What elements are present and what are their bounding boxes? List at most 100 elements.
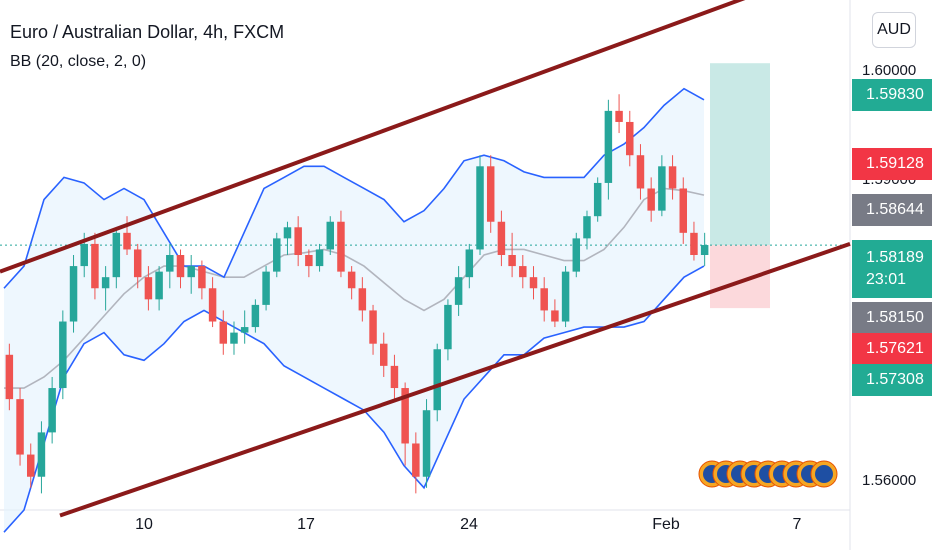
candle-body (80, 243, 88, 267)
target-zone (710, 63, 770, 246)
price-tick: 1.56000 (862, 472, 917, 489)
candle-body (454, 277, 463, 305)
bb-lower-line (3, 265, 705, 533)
candle-body (401, 388, 409, 444)
candle-body (422, 410, 431, 477)
candle-body (69, 266, 78, 322)
price-label-text: 1.57308 (866, 371, 924, 388)
candle-body (262, 271, 270, 305)
candle-body (615, 110, 623, 122)
price-label-upper-band: 1.58644 (852, 194, 932, 226)
candle-body (240, 327, 249, 333)
candle-body (347, 271, 356, 289)
bb-basis-line (4, 187, 705, 389)
candle-body (283, 227, 292, 239)
candle-body (166, 255, 174, 272)
date-tick: 17 (297, 516, 315, 533)
candle-body (208, 288, 217, 322)
candle-body (551, 310, 559, 322)
channel-upper-line (0, 0, 746, 274)
candle-body (48, 388, 56, 433)
candle-body (112, 232, 121, 278)
candle-body (465, 249, 474, 278)
candle-body (230, 332, 238, 344)
candle-body (412, 443, 420, 477)
candle-body (540, 288, 548, 311)
candle-body (5, 354, 14, 400)
symbol-title[interactable]: Euro / Australian Dollar, 4h, FXCM (10, 22, 285, 42)
candle-body (668, 166, 677, 189)
indicator-label[interactable]: BB (20, close, 2, 0) (10, 53, 147, 70)
candle-body (305, 255, 313, 267)
candle-body (369, 310, 377, 344)
price-label-text: 1.59830 (866, 86, 924, 103)
candle-body (16, 399, 24, 455)
price-label-text: 1.57621 (866, 340, 924, 357)
date-tick: Feb (652, 516, 680, 533)
candle-body (26, 454, 35, 477)
candle-body (476, 166, 484, 250)
price-tick: 1.60000 (862, 62, 917, 79)
candle-body (636, 155, 645, 189)
candle-body (123, 232, 131, 250)
candle-body (700, 245, 709, 255)
candle-body (626, 121, 634, 156)
candle-body (219, 321, 228, 344)
candle-body (198, 266, 206, 289)
candle-body (91, 243, 99, 289)
candle-body (497, 221, 506, 255)
candle-body (486, 166, 495, 222)
price-label-target: 1.59830 (852, 79, 932, 111)
candle-body (176, 255, 185, 278)
candle-body (647, 188, 655, 211)
candle-body (604, 110, 613, 183)
candle-body (379, 343, 388, 366)
candle-body (155, 271, 163, 300)
price-label-text: 1.58644 (866, 201, 924, 218)
candle-body (690, 232, 698, 255)
candle-body (561, 271, 570, 322)
candle-body (529, 277, 538, 289)
candle-body (358, 288, 367, 311)
currency-button[interactable]: AUD (872, 12, 916, 48)
candle-body (144, 277, 153, 300)
candle-body (59, 321, 67, 389)
price-label-lower-band: 1.57308 (852, 364, 932, 396)
candle-body (519, 266, 527, 278)
candle-body (593, 182, 602, 217)
channel-lower-line (59, 242, 851, 518)
candle-body (37, 432, 46, 477)
date-tick: 24 (460, 516, 478, 533)
price-label-text: 1.58189 (866, 249, 924, 266)
candle-body (433, 349, 441, 411)
candle-body (508, 255, 516, 267)
price-label-stop: 1.57621 (852, 333, 932, 365)
candle-body (390, 365, 399, 389)
candle-body (273, 238, 281, 272)
date-tick: 10 (135, 516, 153, 533)
candle-body (658, 166, 666, 211)
candle-body (187, 266, 195, 278)
coin-icon-inner (815, 465, 833, 483)
candle-body (251, 304, 260, 328)
price-label-text: 1.59128 (866, 155, 924, 172)
candle-body (101, 277, 110, 289)
price-label-basis: 1.58150 (852, 302, 932, 334)
price-label-current: 1.58189 23:01 (852, 240, 932, 298)
date-tick: 7 (792, 516, 802, 533)
price-countdown: 23:01 (866, 271, 907, 288)
candle-body (326, 221, 335, 250)
candle-body (679, 188, 688, 233)
candle-body (133, 249, 142, 278)
chart-header: Euro / Australian Dollar, 4h, FXCM BB (2… (10, 22, 284, 71)
price-label-upper-ref: 1.59128 (852, 148, 932, 180)
candle-body (294, 227, 302, 255)
candle-body (315, 249, 324, 267)
candle-body (572, 238, 581, 272)
bb-upper-line (3, 87, 705, 289)
bb-fill (4, 88, 704, 533)
price-label-text: 1.58150 (866, 309, 924, 326)
candle-body (444, 304, 452, 350)
